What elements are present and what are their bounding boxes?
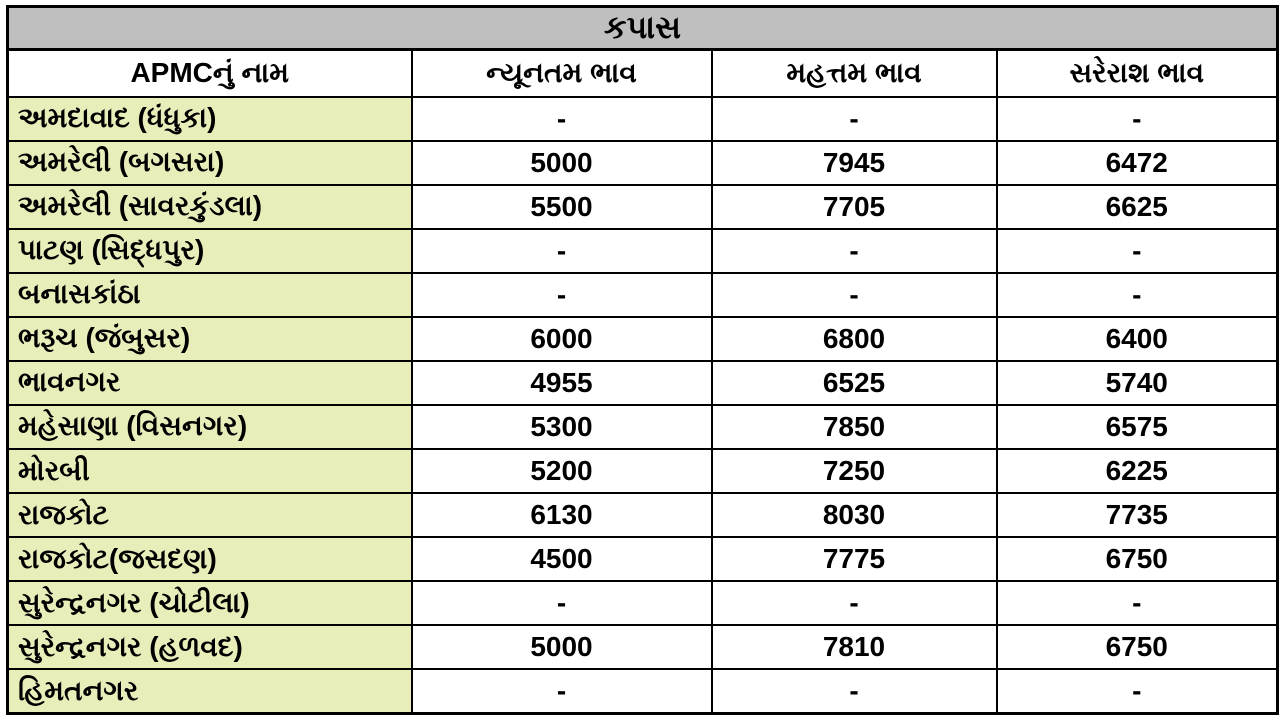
table-row: રાજકોટ 6130 8030 7735 xyxy=(6,492,1279,539)
avg-price-cell: - xyxy=(995,95,1279,142)
table-row: અમરેલી (બગસરા) 5000 7945 6472 xyxy=(6,139,1279,186)
table-row: અમરેલી (સાવરકુંડલા) 5500 7705 6625 xyxy=(6,183,1279,230)
apmc-name-cell: અમરેલી (બગસરા) xyxy=(6,139,413,186)
table-row: અમદાવાદ (ધંધુકા) - - - xyxy=(6,95,1279,142)
min-price-cell: - xyxy=(410,227,713,274)
max-price-cell: 7810 xyxy=(710,624,998,671)
min-price-cell: 5500 xyxy=(410,183,713,230)
table-row: મોરબી 5200 7250 6225 xyxy=(6,447,1279,495)
max-price-cell: - xyxy=(710,668,998,715)
table-row: પાટણ (સિદ્ધપુર) - - - xyxy=(6,227,1279,274)
max-price-cell: 6525 xyxy=(710,359,998,406)
max-price-cell: 6800 xyxy=(710,315,998,362)
cotton-price-table: કપાસ APMCનું નામ ન્યૂનતમ ભાવ મહત્તમ ભાવ … xyxy=(6,5,1279,715)
table-row: હિમતનગર - - - xyxy=(6,668,1279,715)
table-row: સુરેન્દ્રનગર (હળવદ) 5000 7810 6750 xyxy=(6,624,1279,671)
price-sheet: કપાસ APMCનું નામ ન્યૂનતમ ભાવ મહત્તમ ભાવ … xyxy=(6,5,1279,715)
apmc-name-cell: અમરેલી (સાવરકુંડલા) xyxy=(6,183,413,230)
avg-price-cell: 6625 xyxy=(995,183,1279,230)
apmc-name-cell: ભરૂચ (જંબુસર) xyxy=(6,315,413,362)
max-price-cell: - xyxy=(710,95,998,142)
header-row: APMCનું નામ ન્યૂનતમ ભાવ મહત્તમ ભાવ સરેરા… xyxy=(6,48,1279,98)
avg-price-cell: 6750 xyxy=(995,536,1279,583)
max-price-cell: - xyxy=(710,580,998,627)
column-header-max-price: મહત્તમ ભાવ xyxy=(710,48,998,98)
avg-price-cell: 7735 xyxy=(995,492,1279,539)
avg-price-cell: - xyxy=(995,668,1279,715)
table-title: કપાસ xyxy=(6,5,1279,51)
min-price-cell: 5300 xyxy=(410,403,713,451)
apmc-name-cell: રાજકોટ(જસદણ) xyxy=(6,536,413,583)
min-price-cell: - xyxy=(410,95,713,142)
apmc-name-cell: મોરબી xyxy=(6,447,413,495)
apmc-name-cell: સુરેન્દ્રનગર (હળવદ) xyxy=(6,624,413,671)
apmc-name-cell: બનાસકાંઠા xyxy=(6,271,413,318)
min-price-cell: 5000 xyxy=(410,139,713,186)
table-row: રાજકોટ(જસદણ) 4500 7775 6750 xyxy=(6,536,1279,583)
title-row: કપાસ xyxy=(6,5,1279,51)
table-row: ભાવનગર 4955 6525 5740 xyxy=(6,359,1279,406)
max-price-cell: 7250 xyxy=(710,447,998,495)
avg-price-cell: - xyxy=(995,227,1279,274)
min-price-cell: 5200 xyxy=(410,447,713,495)
max-price-cell: - xyxy=(710,271,998,318)
min-price-cell: - xyxy=(410,580,713,627)
apmc-name-cell: મહેસાણા (વિસનગર) xyxy=(6,403,413,451)
avg-price-cell: - xyxy=(995,580,1279,627)
column-header-min-price: ન્યૂનતમ ભાવ xyxy=(410,48,713,98)
column-header-apmc-name: APMCનું નામ xyxy=(6,48,413,98)
max-price-cell: 7850 xyxy=(710,403,998,451)
min-price-cell: 4500 xyxy=(410,536,713,583)
max-price-cell: - xyxy=(710,227,998,274)
apmc-name-cell: પાટણ (સિદ્ધપુર) xyxy=(6,227,413,274)
avg-price-cell: 5740 xyxy=(995,359,1279,406)
apmc-name-cell: હિમતનગર xyxy=(6,668,413,715)
table-row: મહેસાણા (વિસનગર) 5300 7850 6575 xyxy=(6,403,1279,451)
avg-price-cell: 6750 xyxy=(995,624,1279,671)
table-row: સુરેન્દ્રનગર (ચોટીલા) - - - xyxy=(6,580,1279,627)
table-row: બનાસકાંઠા - - - xyxy=(6,271,1279,318)
apmc-name-cell: ભાવનગર xyxy=(6,359,413,406)
max-price-cell: 7705 xyxy=(710,183,998,230)
apmc-name-cell: અમદાવાદ (ધંધુકા) xyxy=(6,95,413,142)
apmc-name-cell: રાજકોટ xyxy=(6,492,413,539)
avg-price-cell: - xyxy=(995,271,1279,318)
avg-price-cell: 6472 xyxy=(995,139,1279,186)
min-price-cell: 6130 xyxy=(410,492,713,539)
column-header-avg-price: સરેરાશ ભાવ xyxy=(995,48,1279,98)
min-price-cell: - xyxy=(410,271,713,318)
min-price-cell: 5000 xyxy=(410,624,713,671)
min-price-cell: 6000 xyxy=(410,315,713,362)
apmc-name-cell: સુરેન્દ્રનગર (ચોટીલા) xyxy=(6,580,413,627)
max-price-cell: 7775 xyxy=(710,536,998,583)
max-price-cell: 7945 xyxy=(710,139,998,186)
avg-price-cell: 6400 xyxy=(995,315,1279,362)
min-price-cell: 4955 xyxy=(410,359,713,406)
avg-price-cell: 6225 xyxy=(995,447,1279,495)
avg-price-cell: 6575 xyxy=(995,403,1279,451)
max-price-cell: 8030 xyxy=(710,492,998,539)
min-price-cell: - xyxy=(410,668,713,715)
table-row: ભરૂચ (જંબુસર) 6000 6800 6400 xyxy=(6,315,1279,362)
